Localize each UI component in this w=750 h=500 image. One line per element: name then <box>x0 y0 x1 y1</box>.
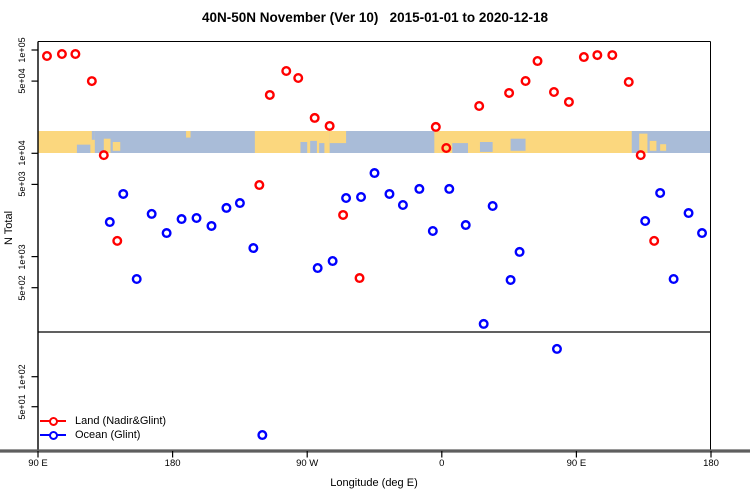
y-tick-label: 5e+03 <box>17 171 27 198</box>
x-axis-title: Longitude (deg E) <box>330 477 418 489</box>
x-tick-label: 180 <box>703 457 719 469</box>
ocean-series-swatch-icon <box>40 430 66 440</box>
x-tick-label: 90 E <box>28 457 48 469</box>
chart-title: 40N-50N November (Ver 10) 2015-01-01 to … <box>202 10 548 25</box>
y-tick-label: 1e+03 <box>17 243 27 270</box>
legend-item-land-label: Land (Nadir&Glint) <box>75 415 167 427</box>
legend-item-ocean-label: Ocean (Glint) <box>75 429 141 441</box>
x-tick-label: 90 E <box>566 457 587 469</box>
y-tick-label: 5e+01 <box>17 394 27 420</box>
x-tick-label: 90 W <box>296 457 319 469</box>
y-tick-label: 1e+05 <box>17 37 27 63</box>
y-tick-label: 1e+02 <box>17 364 27 390</box>
legend-item-land: Land (Nadir&Glint) <box>40 414 166 428</box>
y-tick-label: 5e+02 <box>17 275 27 301</box>
land-series-swatch-icon <box>40 416 66 426</box>
y-tick-label: 5e+04 <box>17 68 27 94</box>
x-tick-label: 180 <box>164 457 181 469</box>
legend-item-ocean: Ocean (Glint) <box>40 428 166 442</box>
legend: Land (Nadir&Glint) Ocean (Glint) <box>40 414 166 442</box>
x-tick-label: 0 <box>439 457 445 469</box>
y-tick-label: 1e+04 <box>17 140 27 166</box>
